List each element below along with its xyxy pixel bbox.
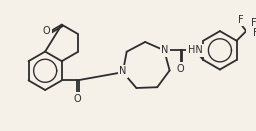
Text: HN: HN	[188, 45, 202, 55]
Text: O: O	[177, 64, 184, 74]
Text: O: O	[42, 26, 50, 36]
Text: O: O	[73, 94, 81, 104]
Text: F: F	[251, 18, 256, 28]
Text: F: F	[253, 28, 256, 38]
Text: F: F	[238, 15, 243, 25]
Text: N: N	[162, 45, 169, 55]
Text: N: N	[119, 66, 126, 76]
